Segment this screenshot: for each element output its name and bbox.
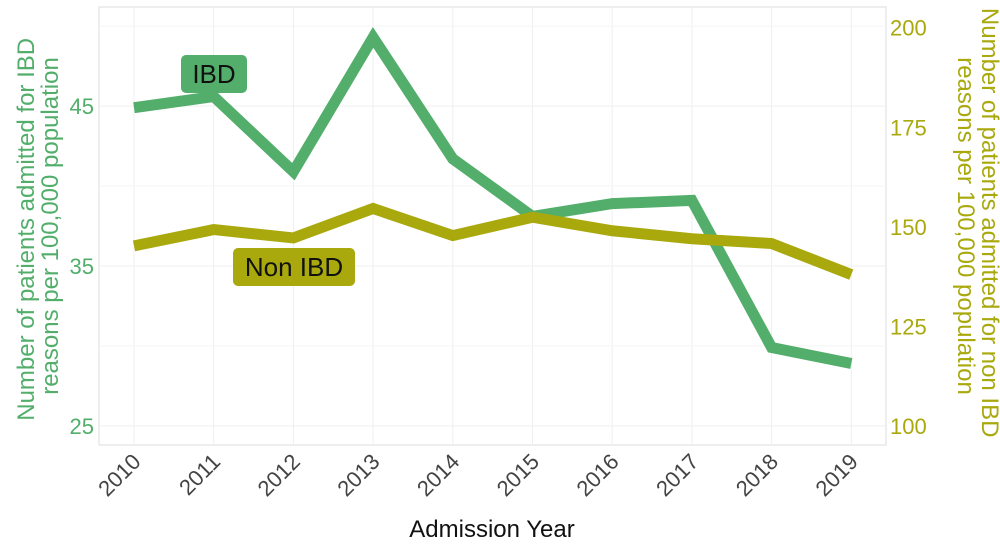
right-axis-title: Number of patients admitted for non IBD … [952,8,1000,444]
left-tick-label: 45 [70,94,94,119]
series-line-ibd [133,26,853,369]
right-axis-title-line-2: reasons per 100,000 population [952,57,979,395]
series-line-non-ibd [132,202,854,280]
x-axis-title: Admission Year [409,516,574,543]
right-tick-label: 125 [890,314,927,339]
left-axis-ticks: 25 35 45 [70,94,94,439]
x-tick-label: 2018 [731,449,783,501]
x-tick-label: 2017 [651,449,703,501]
left-axis-title: Number of patients admitted for IBD reas… [13,31,64,421]
left-tick-label: 25 [70,414,94,439]
left-tick-label: 35 [70,254,94,279]
series-label-non-ibd: Non IBD [245,252,343,282]
series-label-box-non-ibd [233,248,355,286]
series-lines [132,26,854,369]
series-label-ibd: IBD [192,59,235,89]
right-tick-label: 175 [890,115,927,140]
left-axis-title-line-1: Number of patients admitted for IBD [13,38,40,421]
x-tick-label: 2014 [412,449,464,501]
x-tick-label: 2010 [93,449,145,501]
x-tick-label: 2015 [492,449,544,501]
right-axis-title-line-1: Number of patients admitted for non IBD [976,8,1000,438]
series-label-box-ibd [181,55,247,93]
series-labels: IBD Non IBD [181,55,355,286]
x-tick-label: 2013 [332,449,384,501]
x-tick-label: 2016 [571,449,623,501]
x-axis-ticks: 2010 2011 2012 2013 2014 2015 2016 2017 2018 2019 [93,449,863,501]
x-tick-label: 2011 [174,449,225,500]
right-axis-ticks: 100 125 150 175 200 [890,16,927,439]
right-tick-label: 100 [890,414,927,439]
right-tick-label: 200 [890,16,927,41]
x-tick-label: 2012 [253,449,305,501]
gridlines [99,7,886,445]
right-tick-label: 150 [890,215,927,240]
left-axis-title-line-2: reasons per 100,000 population [37,57,64,395]
x-tick-label: 2019 [811,449,863,501]
